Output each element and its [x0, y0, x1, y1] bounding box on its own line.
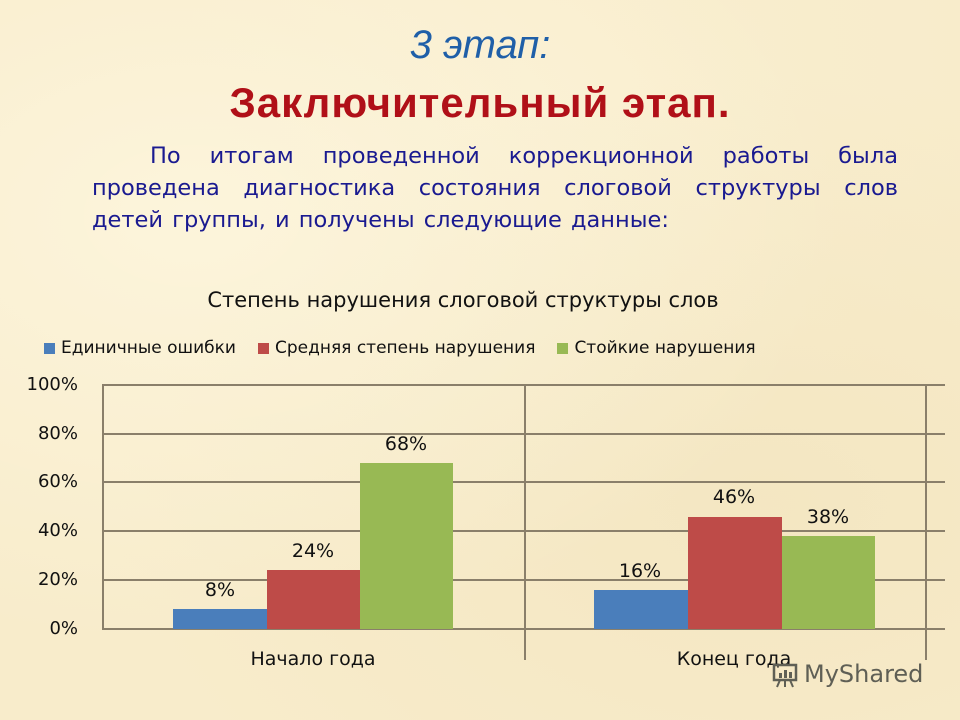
intro-paragraph: По итогам проведенной коррекционной рабо…	[92, 143, 898, 233]
presentation-board-icon	[772, 662, 798, 688]
data-label: 16%	[618, 560, 662, 582]
legend-swatch-green-icon	[557, 342, 569, 354]
data-label: 68%	[384, 433, 428, 455]
gridline-20	[102, 579, 945, 581]
gridline-80	[102, 433, 945, 435]
bar-start-medium	[267, 570, 360, 629]
legend-item-medium: Средняя степень нарушения	[257, 338, 536, 358]
bar-end-medium	[688, 517, 782, 629]
data-label: 38%	[806, 506, 850, 528]
watermark-text: MyShared	[804, 660, 924, 688]
legend-swatch-blue-icon	[44, 342, 55, 354]
data-label: 24%	[291, 540, 335, 562]
data-label: 46%	[712, 486, 756, 508]
chart-title: Степень нарушения слоговой структуры сло…	[207, 288, 719, 312]
data-label: 8%	[204, 579, 236, 601]
y-tick-label: 0%	[49, 618, 78, 639]
category-divider	[524, 384, 526, 660]
y-tick-label: 100%	[26, 374, 78, 395]
y-tick-label: 20%	[37, 569, 78, 590]
legend-item-persistent: Стойкие нарушения	[557, 338, 756, 358]
legend-label: Стойкие нарушения	[574, 338, 756, 358]
legend-label: Средняя степень нарушения	[274, 338, 536, 358]
gridline-0	[102, 628, 945, 630]
category-label-end: Конец года	[676, 648, 792, 670]
bar-end-single-errors	[594, 590, 688, 629]
y-tick-label: 60%	[37, 471, 78, 492]
bar-start-single-errors	[173, 609, 267, 629]
legend-label: Единичные ошибки	[61, 338, 236, 358]
main-title: Заключительный этап.	[229, 79, 731, 126]
gridline-40	[102, 530, 945, 532]
chart-legend: Единичные ошибки Средняя степень нарушен…	[44, 336, 778, 360]
stage-title: 3 этап:	[409, 23, 551, 67]
category-label-start: Начало года	[250, 648, 376, 670]
bar-end-persistent	[782, 536, 875, 629]
gridline-100	[102, 384, 945, 386]
y-tick-label: 40%	[37, 520, 78, 541]
y-tick-label: 80%	[37, 423, 78, 444]
y-axis-line	[102, 384, 104, 630]
legend-item-single-errors: Единичные ошибки	[44, 338, 236, 358]
bar-start-persistent	[360, 463, 453, 629]
watermark: MyShared	[772, 660, 923, 688]
legend-swatch-red-icon	[257, 342, 269, 354]
gridline-60	[102, 481, 945, 483]
right-border-line	[925, 384, 927, 660]
